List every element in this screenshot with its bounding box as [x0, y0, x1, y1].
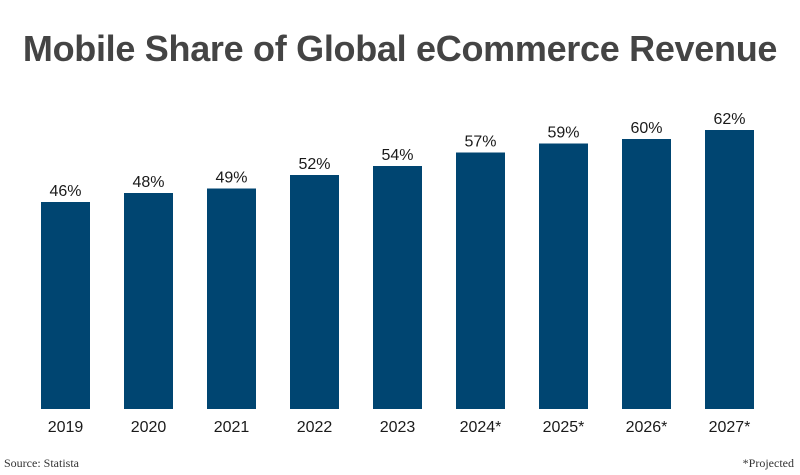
bar-2021	[207, 188, 256, 409]
bar-2022	[290, 175, 339, 409]
value-label: 62%	[713, 111, 745, 128]
bar-2026*	[622, 139, 671, 409]
bar-2027*	[705, 130, 754, 409]
category-label: 2020	[131, 419, 167, 436]
category-label: 2019	[48, 419, 84, 436]
category-label: 2022	[297, 419, 333, 436]
category-label: 2026*	[626, 419, 668, 436]
value-label: 54%	[381, 147, 413, 164]
value-label: 57%	[464, 134, 496, 151]
bar-2019	[41, 202, 90, 409]
bar-2023	[373, 166, 422, 409]
value-label: 49%	[215, 170, 247, 187]
value-label: 60%	[630, 120, 662, 137]
category-labels-group: 2019 2020 2021 2022 2023 2024* 2025* 2026* 2027*	[48, 419, 751, 436]
category-label: 2025*	[543, 419, 585, 436]
category-label: 2023	[380, 419, 416, 436]
value-label: 46%	[49, 183, 81, 200]
category-label: 2024*	[460, 419, 502, 436]
category-label: 2021	[214, 419, 250, 436]
value-label: 52%	[298, 156, 330, 173]
projected-note: *Projected	[742, 456, 794, 470]
value-label: 48%	[132, 174, 164, 191]
bar-2025*	[539, 143, 588, 409]
bar-2020	[124, 193, 173, 409]
bar-2024*	[456, 152, 505, 409]
source-note: Source: Statista	[4, 456, 79, 470]
value-labels-group: 46% 48% 49% 52% 54% 57% 59% 60% 62%	[49, 111, 745, 200]
chart-title: Mobile Share of Global eCommerce Revenue	[22, 28, 778, 69]
bars-group	[41, 130, 754, 409]
category-label: 2027*	[709, 419, 751, 436]
value-label: 59%	[547, 125, 579, 142]
